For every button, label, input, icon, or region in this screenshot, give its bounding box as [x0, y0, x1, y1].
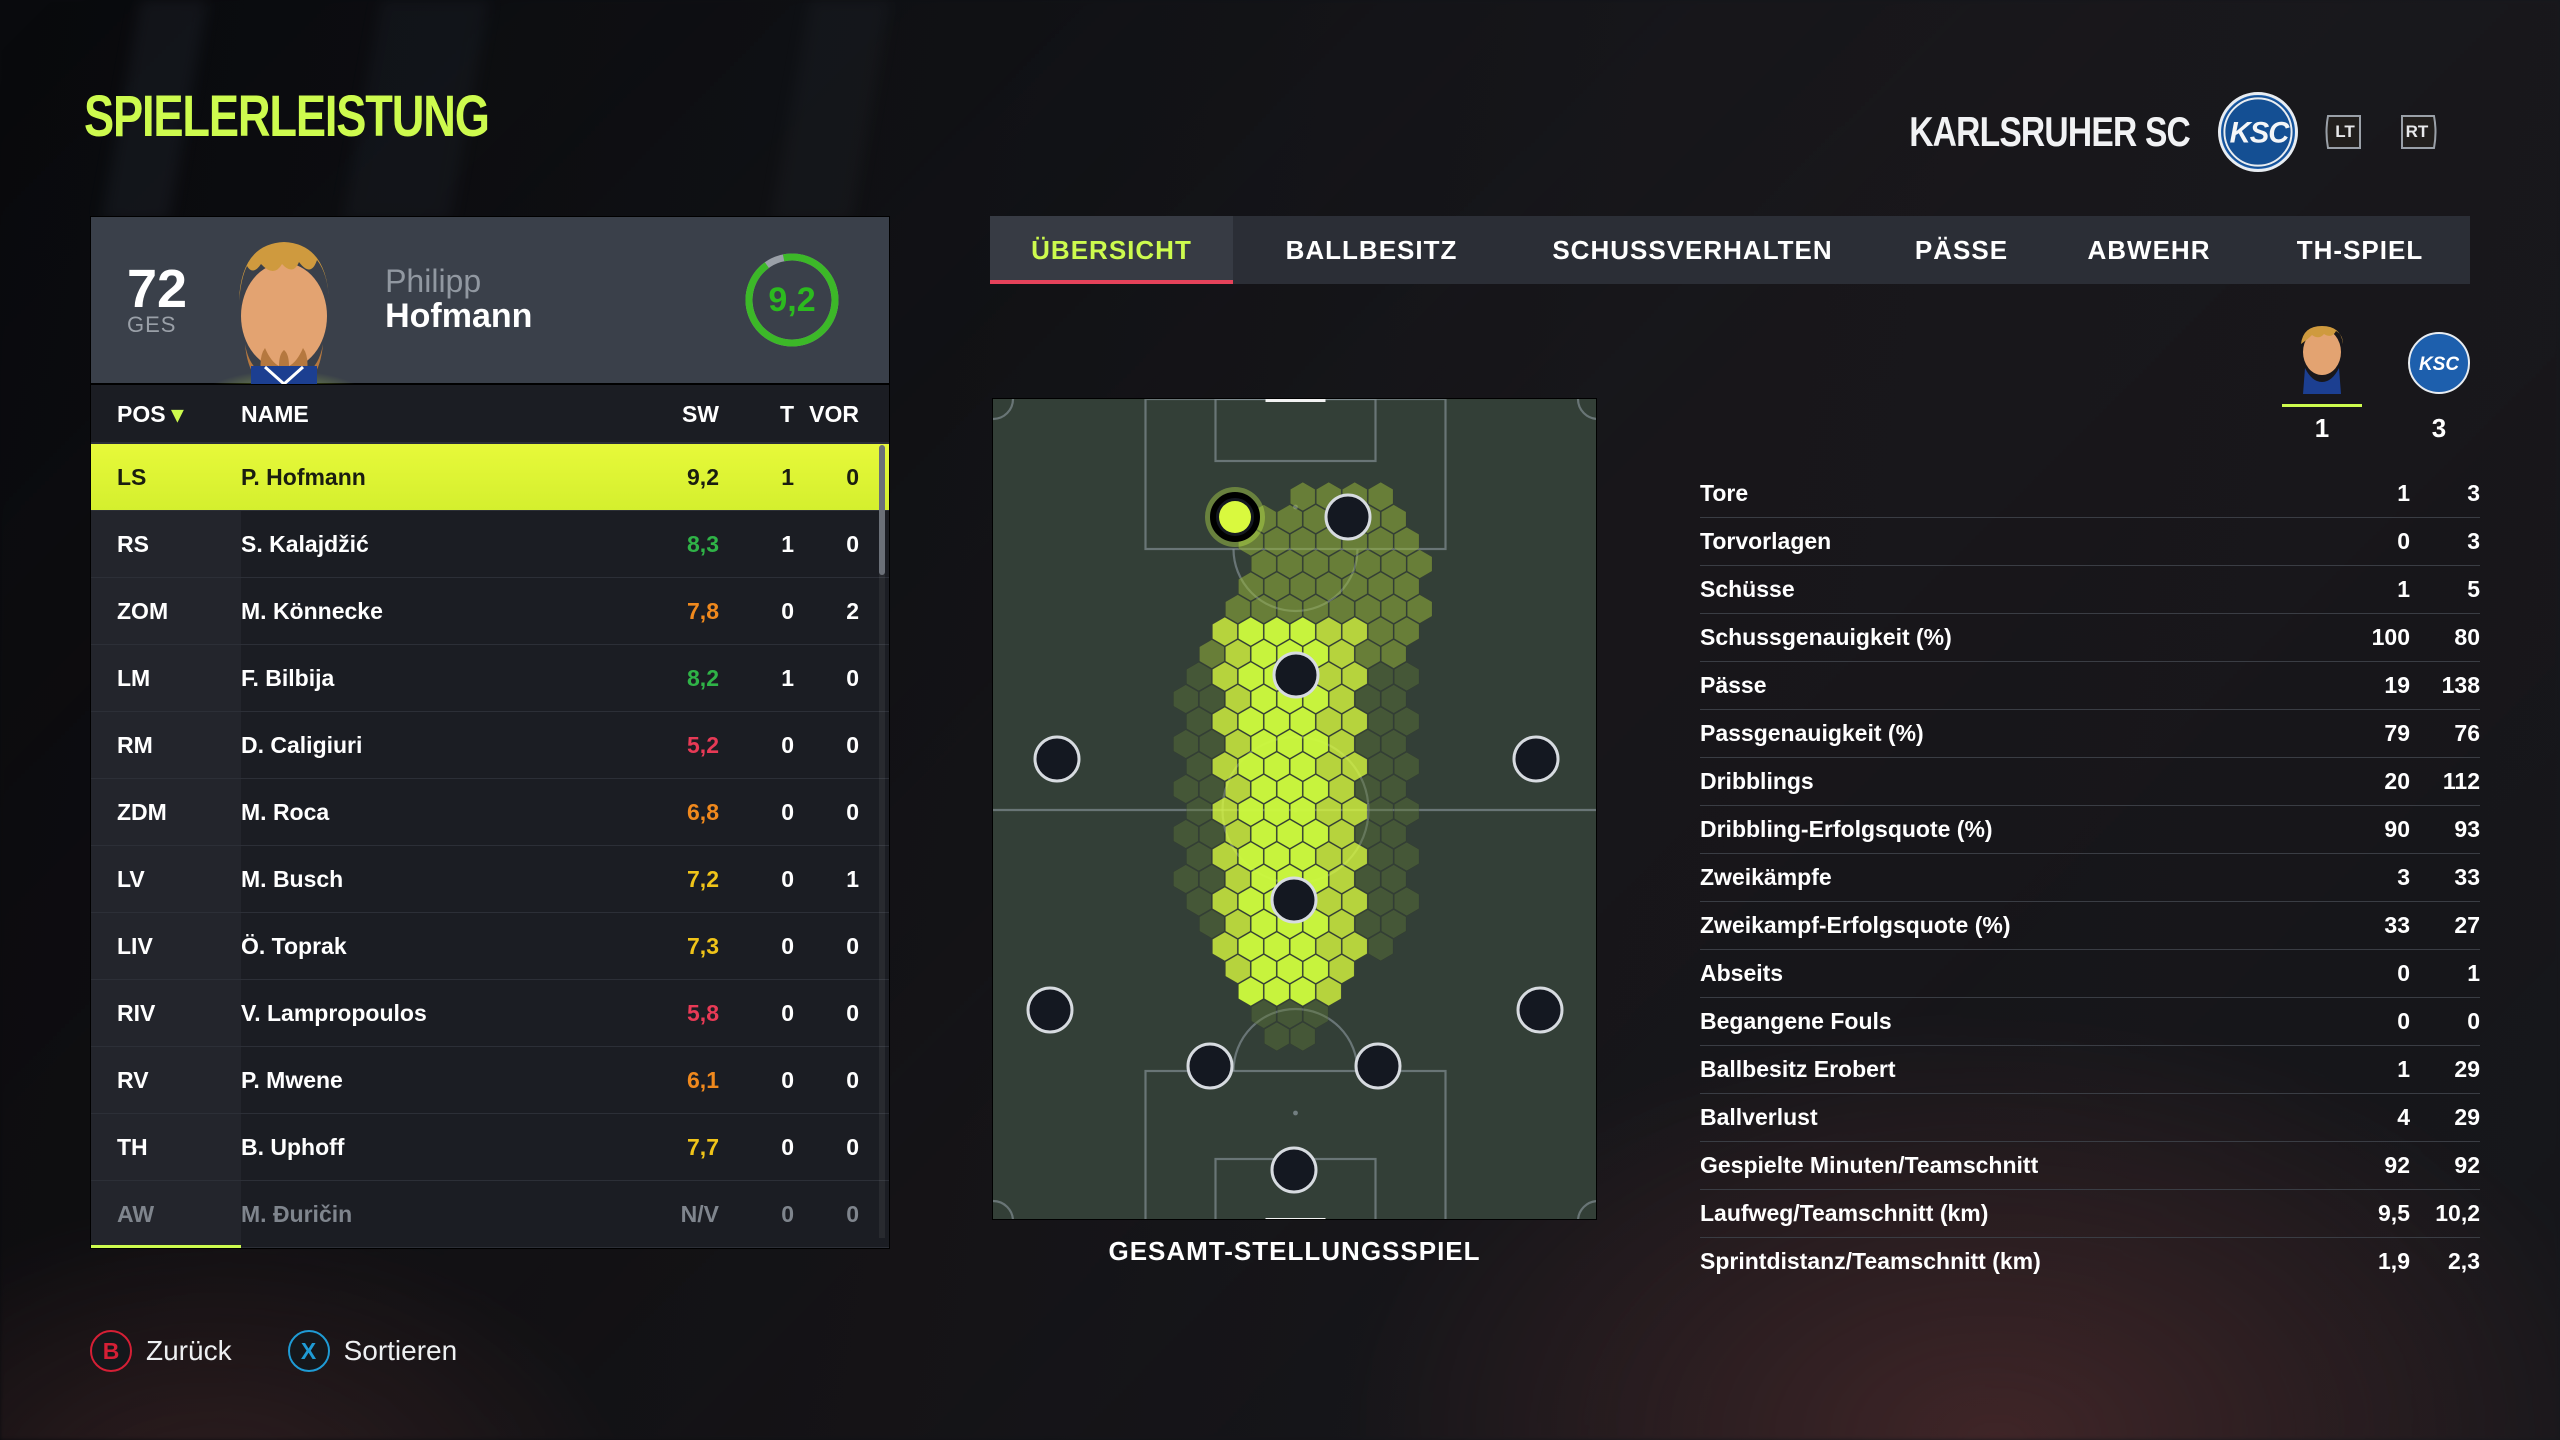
svg-text:LT: LT — [2335, 122, 2355, 141]
svg-text:RT: RT — [2406, 122, 2429, 141]
svg-text:KSC: KSC — [2230, 118, 2291, 150]
svg-text:KSC: KSC — [2419, 354, 2459, 375]
